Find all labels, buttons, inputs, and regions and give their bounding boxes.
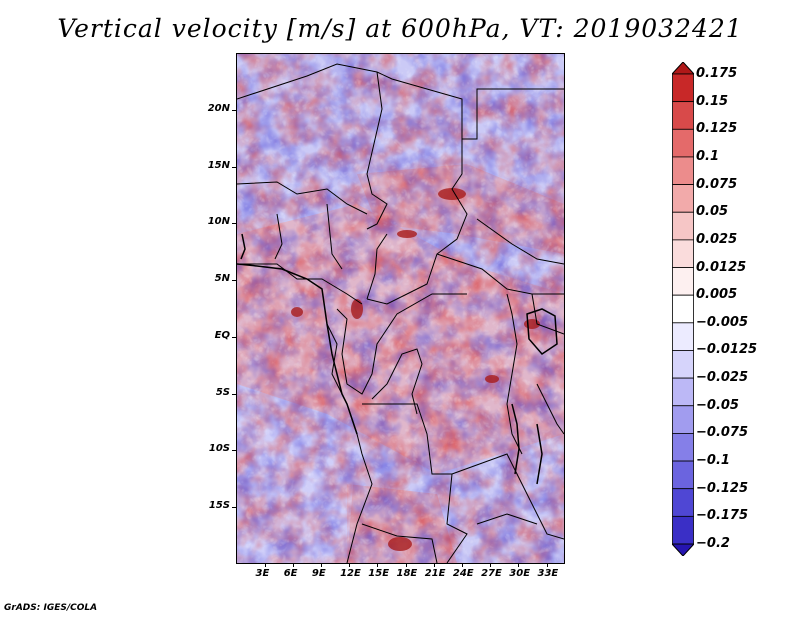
map-title: Vertical velocity [m/s] at 600hPa, VT: 2… <box>57 14 743 43</box>
lat-tick <box>232 223 236 225</box>
colorbar-band <box>672 322 694 351</box>
lat-label-10s: 10S <box>208 443 230 455</box>
coastline-and-lakes <box>237 233 558 485</box>
colorbar-level-label: −0.005 <box>696 314 749 330</box>
lon-label-24e: 24E <box>452 568 474 579</box>
colorbar-level-label: 0.1 <box>696 148 720 164</box>
colorbar-band <box>672 156 694 185</box>
lon-tick <box>546 563 548 567</box>
colorbar-level-label: 0.05 <box>696 204 729 220</box>
colorbar-band <box>672 377 694 407</box>
lat-label-20n: 20N <box>207 103 230 114</box>
lon-label-3e: 3E <box>255 568 270 579</box>
colorbar-level-label: −0.175 <box>696 508 749 524</box>
colorbar-band <box>672 433 694 462</box>
lat-label-eq: EQ <box>214 329 230 341</box>
lon-label-27e: 27E <box>481 568 502 579</box>
colorbar-band <box>672 73 694 103</box>
lon-tick <box>320 563 322 567</box>
colorbar-level-label: 0.125 <box>696 121 738 137</box>
lat-tick <box>232 280 236 282</box>
lon-label-33e: 33E <box>537 568 559 579</box>
lon-tick <box>490 563 492 567</box>
lon-label-12e: 12E <box>340 568 361 579</box>
lon-label-21e: 21E <box>424 568 446 579</box>
lat-tick <box>232 110 236 111</box>
colorbar-band <box>672 460 694 490</box>
lat-label-5n: 5N <box>214 273 230 285</box>
colorbar <box>672 62 694 556</box>
lon-label-15e: 15E <box>368 568 390 579</box>
colorbar-level-label: −0.0125 <box>696 342 758 358</box>
lat-tick <box>232 506 236 508</box>
lat-tick <box>232 393 236 395</box>
country-borders <box>237 63 564 563</box>
colorbar-bottom-arrow <box>672 543 694 556</box>
colorbar-level-label: 0.175 <box>696 66 738 81</box>
lat-label-15s: 15S <box>208 499 230 511</box>
grads-credit: GrADS: IGES/COLA <box>4 603 98 613</box>
colorbar-band <box>672 267 694 296</box>
colorbar-level-label: 0.075 <box>696 176 738 192</box>
colorbar-band <box>672 488 694 517</box>
colorbar-level-label: 0.0125 <box>696 259 747 275</box>
lat-label-15n: 15N <box>207 159 230 171</box>
velocity-field-map <box>237 54 564 563</box>
colorbar-level-label: −0.125 <box>696 480 749 496</box>
lon-label-6e: 6E <box>283 568 298 579</box>
colorbar-band <box>672 128 694 158</box>
colorbar-level-label: 0.025 <box>696 231 738 247</box>
colorbar-band <box>672 294 694 324</box>
lon-tick <box>433 563 435 567</box>
colorbar-level-label: −0.2 <box>696 536 730 551</box>
lon-tick <box>518 563 520 567</box>
colorbar-level-label: −0.025 <box>696 370 749 386</box>
lon-label-9e: 9E <box>311 568 326 579</box>
colorbar-band <box>672 101 694 130</box>
map-plot-area <box>236 53 565 564</box>
colorbar-level-label: 0.15 <box>696 93 729 109</box>
lon-tick <box>264 563 266 567</box>
colorbar-band <box>672 239 694 268</box>
lon-label-18e: 18E <box>396 568 418 579</box>
field-fine-texture <box>237 54 564 563</box>
lon-tick <box>292 563 294 567</box>
lat-label-10n: 10N <box>207 216 230 228</box>
colorbar-level-label: −0.05 <box>696 397 739 413</box>
lon-tick <box>405 563 407 567</box>
lat-label-5s: 5S <box>215 386 230 398</box>
lon-label-30e: 30E <box>509 568 531 579</box>
colorbar-top-arrow <box>672 62 694 75</box>
colorbar-level-label: −0.075 <box>696 425 749 441</box>
lon-tick <box>377 563 379 567</box>
colorbar-band <box>672 211 694 241</box>
lat-tick <box>232 450 236 452</box>
colorbar-level-label: 0.005 <box>696 287 738 303</box>
lon-tick <box>349 563 351 567</box>
lat-tick <box>232 336 236 338</box>
lat-tick <box>232 166 236 168</box>
colorbar-band <box>672 184 694 213</box>
lon-tick <box>461 563 463 567</box>
colorbar-band <box>672 405 694 434</box>
colorbar-band <box>672 350 694 379</box>
colorbar-level-label: −0.1 <box>696 453 730 469</box>
colorbar-band <box>672 515 694 545</box>
